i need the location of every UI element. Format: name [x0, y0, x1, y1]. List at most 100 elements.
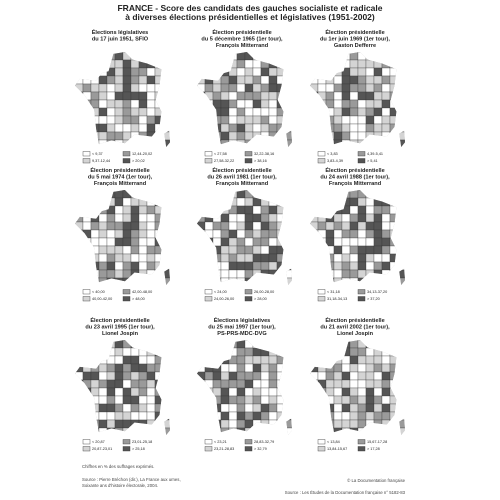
department	[349, 277, 359, 286]
panel-title: du 21 avril 2002 (1er tour),	[320, 325, 390, 331]
department	[365, 411, 375, 421]
department	[98, 419, 108, 429]
department	[114, 387, 124, 397]
department	[138, 363, 148, 373]
department	[325, 75, 335, 85]
department	[389, 213, 399, 223]
department	[98, 91, 108, 101]
department	[381, 52, 391, 61]
department	[138, 131, 148, 141]
department	[357, 277, 367, 286]
department	[212, 115, 222, 125]
department	[244, 190, 254, 199]
department	[220, 205, 230, 215]
department	[146, 107, 156, 117]
legend-label: 12,44-20,02	[132, 152, 152, 156]
department	[341, 229, 351, 239]
department	[333, 139, 343, 148]
department	[310, 403, 319, 413]
department	[325, 411, 335, 421]
department	[75, 245, 84, 255]
legend-label: 23,21-28,83	[214, 447, 234, 451]
department	[268, 91, 278, 101]
department	[381, 269, 391, 279]
department	[236, 107, 246, 117]
department	[244, 427, 254, 436]
department	[146, 197, 156, 207]
department	[236, 419, 246, 429]
department	[220, 52, 230, 61]
department	[260, 115, 270, 125]
department	[381, 115, 391, 125]
department	[381, 355, 391, 365]
department	[325, 340, 335, 349]
department	[197, 379, 206, 389]
department	[310, 355, 319, 365]
department	[82, 213, 92, 223]
department	[381, 213, 391, 223]
department	[154, 197, 164, 207]
department	[162, 229, 171, 239]
department	[90, 395, 100, 405]
department	[212, 403, 222, 413]
department	[75, 269, 84, 279]
department	[357, 253, 367, 263]
department	[236, 237, 246, 247]
department	[90, 221, 100, 231]
department	[397, 221, 406, 231]
department	[138, 59, 148, 69]
department	[236, 379, 246, 389]
department	[204, 261, 214, 271]
department	[236, 253, 246, 263]
department	[365, 131, 375, 141]
department	[82, 269, 92, 279]
legend-label: > 25,18	[132, 447, 145, 451]
department	[357, 355, 367, 365]
department	[204, 75, 214, 85]
department	[204, 347, 214, 357]
department	[106, 403, 116, 413]
legend-label: > 38,16	[254, 159, 267, 163]
department	[381, 107, 391, 117]
department	[268, 197, 278, 207]
department	[90, 75, 100, 85]
department	[244, 99, 254, 109]
department	[162, 277, 171, 286]
department	[75, 52, 84, 61]
department	[154, 277, 164, 286]
department	[75, 379, 84, 389]
department	[138, 221, 148, 231]
department	[130, 213, 140, 223]
legend-label: 20,87-23,01	[92, 447, 112, 451]
legend-label: 40,00-42,00	[92, 297, 112, 301]
department	[397, 91, 406, 101]
department	[284, 340, 293, 349]
department	[276, 197, 286, 207]
department	[244, 395, 254, 405]
department	[162, 245, 171, 255]
department	[220, 75, 230, 85]
department	[90, 355, 100, 365]
department	[365, 83, 375, 93]
department	[154, 371, 164, 381]
department	[333, 363, 343, 373]
department	[212, 355, 222, 365]
legend-label: 42,00-48,00	[132, 290, 152, 294]
department	[365, 253, 375, 263]
department	[75, 221, 84, 231]
department	[365, 91, 375, 101]
department	[220, 419, 230, 429]
department	[357, 221, 367, 231]
department	[90, 340, 100, 349]
department	[310, 59, 319, 69]
department	[122, 347, 132, 357]
department	[154, 387, 164, 397]
department	[341, 91, 351, 101]
department	[341, 387, 351, 397]
department	[284, 269, 293, 279]
legend-swatch	[317, 151, 326, 157]
department	[357, 347, 367, 357]
department	[341, 139, 351, 148]
department	[138, 269, 148, 279]
department	[106, 269, 116, 279]
